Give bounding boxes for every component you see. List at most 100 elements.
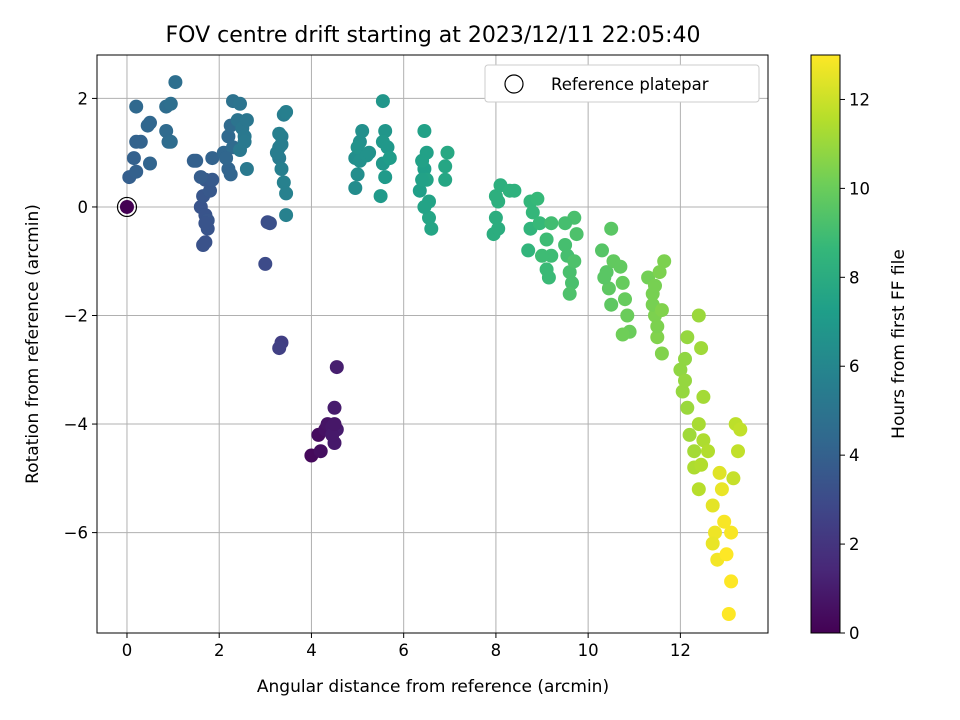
- data-point: [382, 151, 397, 166]
- data-point: [678, 373, 692, 388]
- colorbar-tick-label: 0: [849, 624, 860, 643]
- data-point: [719, 547, 734, 562]
- data-point: [262, 216, 277, 231]
- data-point: [680, 330, 695, 345]
- data-point: [696, 433, 711, 448]
- data-point: [355, 124, 370, 138]
- data-point: [717, 514, 732, 529]
- data-point: [163, 96, 178, 111]
- data-point: [143, 115, 157, 130]
- data-point: [126, 151, 141, 166]
- data-point: [712, 465, 727, 480]
- data-point: [532, 216, 547, 231]
- data-point: [687, 444, 702, 459]
- data-point: [424, 221, 439, 236]
- reference-ring: [116, 196, 138, 218]
- data-point: [313, 444, 328, 459]
- data-point: [362, 145, 377, 160]
- data-point: [682, 427, 697, 442]
- data-point: [205, 172, 220, 187]
- y-axis-label: Rotation from reference (arcmin): [23, 204, 43, 484]
- grid-lines: [97, 55, 768, 633]
- x-tick-label: 6: [398, 641, 409, 660]
- colorbar-tick-label: 4: [849, 446, 860, 465]
- data-point: [733, 422, 748, 437]
- data-point: [595, 243, 609, 258]
- data-point: [562, 265, 577, 280]
- data-point: [380, 140, 395, 155]
- data-point: [205, 151, 220, 166]
- data-point: [714, 482, 729, 497]
- data-point: [675, 384, 690, 399]
- data-point: [567, 254, 582, 269]
- data-point: [525, 205, 540, 220]
- data-point: [654, 346, 669, 361]
- legend-marker: [504, 74, 524, 94]
- data-point: [691, 482, 706, 497]
- data-point: [375, 94, 390, 109]
- data-point: [237, 134, 252, 149]
- data-point: [604, 221, 619, 236]
- y-tick-label: −4: [64, 415, 88, 434]
- data-point: [558, 216, 573, 231]
- data-point: [701, 444, 715, 459]
- data-point: [129, 164, 144, 179]
- data-point: [221, 129, 236, 144]
- y-tick-label: −2: [64, 307, 88, 326]
- x-tick-label: 4: [306, 641, 317, 660]
- data-point: [327, 400, 342, 415]
- y-tick-label: −6: [64, 524, 88, 543]
- data-point: [415, 153, 430, 168]
- data-point: [657, 254, 672, 269]
- data-point: [198, 235, 213, 250]
- data-point: [544, 216, 559, 231]
- data-point: [163, 134, 178, 149]
- data-point: [565, 275, 579, 290]
- legend-entry: Reference platepar: [551, 75, 709, 94]
- data-point: [721, 607, 736, 621]
- data-point: [143, 156, 157, 171]
- data-point: [708, 525, 722, 540]
- data-point: [329, 360, 344, 375]
- colorbar-tick-label: 10: [849, 179, 870, 198]
- colorbar-gradient: [810, 54, 841, 634]
- data-point: [705, 536, 720, 551]
- data-point: [276, 175, 291, 190]
- data-point: [541, 270, 556, 285]
- reference-point: [119, 199, 134, 214]
- data-point: [219, 151, 234, 166]
- colorbar-tick-label: 8: [849, 268, 860, 287]
- data-point: [620, 308, 635, 323]
- data-point: [726, 471, 741, 486]
- plot-frame: [96, 54, 769, 634]
- data-point: [521, 243, 536, 258]
- data-point: [422, 210, 436, 225]
- colorbar: 0 2 4 6 8 10 12 Hours from first FF file: [810, 54, 909, 643]
- data-point: [233, 96, 247, 111]
- data-point: [239, 162, 254, 176]
- data-point: [558, 238, 573, 252]
- x-tick-label: 0: [122, 641, 133, 660]
- data-point: [417, 124, 432, 138]
- data-point: [440, 145, 455, 160]
- data-point: [348, 181, 363, 195]
- data-point: [159, 124, 174, 138]
- data-point: [438, 159, 453, 174]
- data-point: [491, 221, 506, 236]
- data-point: [378, 124, 393, 138]
- data-point: [272, 341, 287, 356]
- data-point: [648, 278, 662, 293]
- y-tick-label: 2: [78, 89, 89, 108]
- y-axis-ticks: 2 0 −2 −4 −6: [64, 89, 97, 543]
- data-point: [274, 137, 289, 152]
- data-point: [535, 248, 549, 263]
- data-point: [412, 183, 427, 198]
- chart-title: FOV centre drift starting at 2023/12/11 …: [166, 23, 701, 48]
- data-point: [724, 574, 739, 589]
- x-tick-label: 8: [491, 641, 502, 660]
- data-point: [691, 417, 706, 432]
- data-point: [601, 281, 616, 296]
- data-point: [694, 457, 709, 472]
- data-point: [650, 319, 665, 334]
